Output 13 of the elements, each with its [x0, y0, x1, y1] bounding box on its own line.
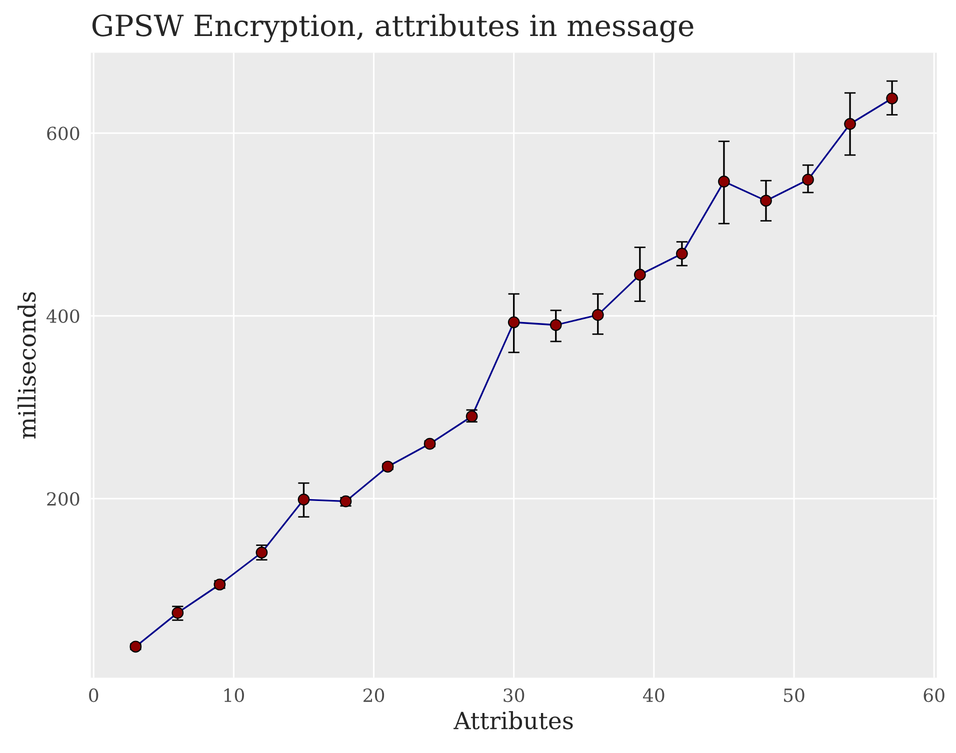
x-tick-label: 10 — [224, 688, 244, 702]
x-tick-label: 40 — [642, 688, 664, 702]
x-tick-label: 60 — [924, 688, 944, 702]
x-tick-label: 30 — [504, 688, 524, 702]
y-tick-label: 400 — [46, 309, 80, 323]
y-tick-label: 200 — [47, 492, 80, 506]
y-axis-title: milliseconds — [18, 292, 36, 439]
y-tick-label: 600 — [47, 126, 80, 140]
x-axis-title: Attributes — [454, 711, 573, 730]
chart-title: GPSW Encryption, attributes in message — [92, 14, 694, 43]
x-tick-label: 20 — [364, 688, 384, 702]
x-tick-label: 50 — [784, 688, 804, 702]
x-tick-label: 0 — [89, 688, 98, 702]
